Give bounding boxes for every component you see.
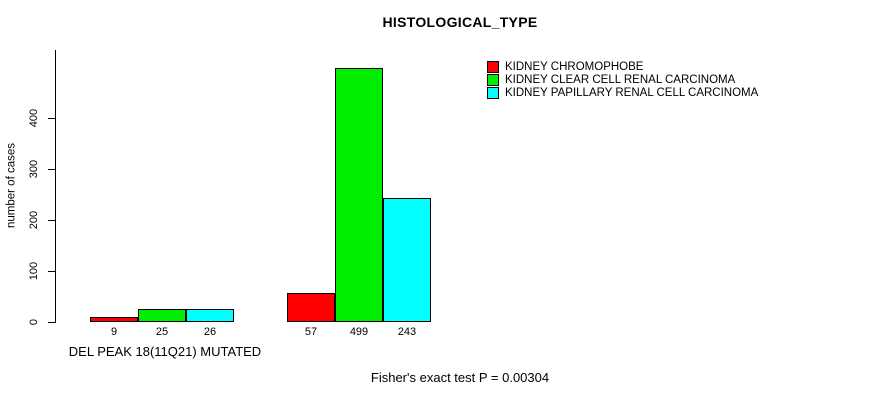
- legend-swatch: [487, 73, 499, 86]
- bar-kidney-clear-cell-renal-carcinoma: [335, 67, 383, 322]
- legend-label: KIDNEY CLEAR CELL RENAL CARCINOMA: [505, 73, 736, 86]
- chart-title: HISTOLOGICAL_TYPE: [382, 14, 538, 30]
- y-tick-label: 200: [28, 210, 40, 230]
- legend-label: KIDNEY PAPILLARY RENAL CELL CARCINOMA: [505, 86, 759, 99]
- y-axis: [55, 50, 56, 322]
- bar-value-label: 499: [349, 326, 369, 338]
- bar-kidney-chromophobe: [287, 292, 335, 322]
- y-tick-label: 100: [28, 261, 40, 281]
- legend-item: KIDNEY CLEAR CELL RENAL CARCINOMA: [487, 73, 758, 86]
- legend-item: KIDNEY PAPILLARY RENAL CELL CARCINOMA: [487, 86, 758, 99]
- y-tick-mark: [48, 169, 56, 170]
- bar-value-label: 243: [397, 326, 417, 338]
- legend: KIDNEY CHROMOPHOBE KIDNEY CLEAR CELL RENA…: [487, 60, 758, 99]
- y-tick-mark: [48, 322, 56, 323]
- y-tick-mark: [48, 271, 56, 272]
- bar-value-label: 9: [110, 326, 118, 338]
- x-axis-group-label: DEL PEAK 18(11Q21) MUTATED: [68, 344, 262, 359]
- bar-kidney-clear-cell-renal-carcinoma: [138, 309, 186, 322]
- legend-item: KIDNEY CHROMOPHOBE: [487, 60, 758, 73]
- y-axis-label: number of cases: [5, 143, 18, 229]
- bar-kidney-chromophobe: [90, 317, 138, 322]
- y-tick-mark: [48, 220, 56, 221]
- y-tick-label: 300: [28, 159, 40, 179]
- bar-kidney-papillary-renal-cell-carcinoma: [383, 198, 431, 322]
- y-tick-mark: [48, 118, 56, 119]
- legend-swatch: [487, 86, 499, 99]
- y-tick-label: 400: [28, 108, 40, 128]
- bar-value-label: 25: [155, 326, 169, 338]
- bar-value-label: 26: [203, 326, 217, 338]
- bar-kidney-papillary-renal-cell-carcinoma: [186, 308, 234, 322]
- annotation-pvalue: Fisher's exact test P = 0.00304: [370, 370, 550, 385]
- y-tick-label: 0: [28, 318, 40, 326]
- legend-swatch: [487, 60, 499, 73]
- bar-value-label: 57: [304, 326, 318, 338]
- legend-label: KIDNEY CHROMOPHOBE: [505, 60, 644, 73]
